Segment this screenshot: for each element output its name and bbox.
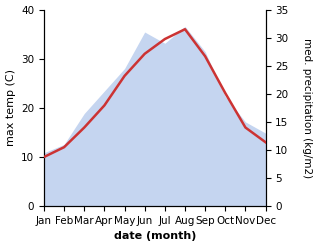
Y-axis label: med. precipitation (kg/m2): med. precipitation (kg/m2) — [302, 38, 313, 178]
X-axis label: date (month): date (month) — [114, 231, 196, 242]
Y-axis label: max temp (C): max temp (C) — [5, 69, 16, 146]
